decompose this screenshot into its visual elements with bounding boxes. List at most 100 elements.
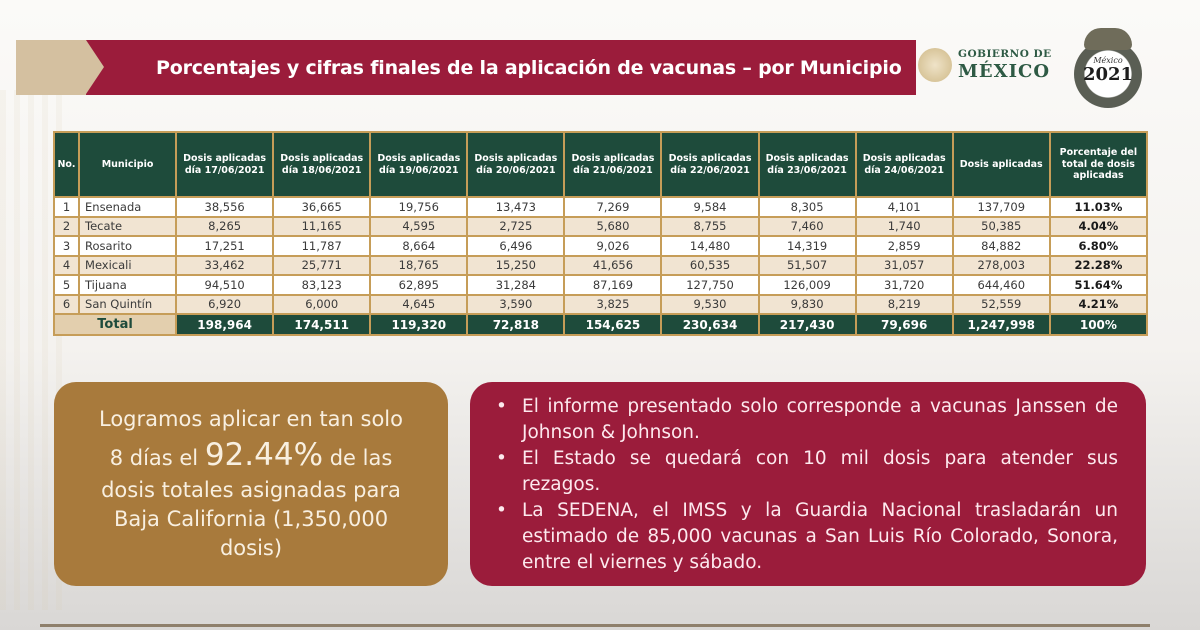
page-title: Porcentajes y cifras finales de la aplic… xyxy=(156,56,902,79)
cell-percentage: 51.64% xyxy=(1048,274,1149,296)
note-text: El Estado se quedará con 10 mil dosis pa… xyxy=(522,448,1118,495)
cell-number: 6 xyxy=(52,293,81,315)
banner-accent xyxy=(16,40,86,95)
notes-box: • El informe presentado solo corresponde … xyxy=(470,382,1146,586)
table-row: 1 Ensenada 38,556 36,665 19,756 13,473 7,269 9,… xyxy=(52,196,1149,218)
cell-daily-doses: 13,473 xyxy=(466,196,566,218)
total-cell: 79,696 xyxy=(854,313,954,336)
header-day-19: Dosis aplicadas día 19/06/2021 xyxy=(369,131,469,198)
total-cell: 230,634 xyxy=(660,313,760,336)
notes-list: • El informe presentado solo corresponde … xyxy=(490,394,1118,576)
banner-body: Porcentajes y cifras finales de la aplic… xyxy=(86,40,916,95)
cell-municipio: Mexicali xyxy=(78,254,178,276)
note-item: • El informe presentado solo corresponde … xyxy=(490,394,1118,446)
cell-daily-doses: 3,590 xyxy=(466,293,566,315)
cell-total-doses: 137,709 xyxy=(951,196,1051,218)
header-percentage: Porcentaje del total de dosis aplicadas xyxy=(1048,131,1149,198)
cell-daily-doses: 33,462 xyxy=(175,254,275,276)
emblem-subtitle: México xyxy=(1093,56,1123,65)
cell-daily-doses: 4,101 xyxy=(854,196,954,218)
cell-daily-doses: 5,680 xyxy=(563,215,663,237)
cell-daily-doses: 11,787 xyxy=(272,235,372,257)
table-row: 6 San Quintín 6,920 6,000 4,645 3,590 3,825 9,5… xyxy=(52,293,1149,315)
cell-daily-doses: 83,123 xyxy=(272,274,372,296)
table-row: 2 Tecate 8,265 11,165 4,595 2,725 5,680 8,755 7,… xyxy=(52,215,1149,237)
cell-percentage: 22.28% xyxy=(1048,254,1149,276)
cell-daily-doses: 1,740 xyxy=(854,215,954,237)
cell-number: 3 xyxy=(52,235,81,257)
cell-total-doses: 52,559 xyxy=(951,293,1051,315)
header-day-17: Dosis aplicadas día 17/06/2021 xyxy=(175,131,275,198)
cell-daily-doses: 8,265 xyxy=(175,215,275,237)
cell-daily-doses: 62,895 xyxy=(369,274,469,296)
footer-divider xyxy=(40,624,1150,627)
cell-daily-doses: 8,755 xyxy=(660,215,760,237)
cell-daily-doses: 8,305 xyxy=(757,196,857,218)
cell-number: 2 xyxy=(52,215,81,237)
bullet-icon: • xyxy=(496,500,507,521)
cell-daily-doses: 51,507 xyxy=(757,254,857,276)
mexico-2021-emblem: México 2021 xyxy=(1074,28,1144,108)
note-text: La SEDENA, el IMSS y la Guardia Nacional… xyxy=(522,500,1118,573)
bullet-icon: • xyxy=(496,448,507,469)
summary-line-4: Baja California (1,350,000 xyxy=(113,507,389,532)
cell-daily-doses: 2,859 xyxy=(854,235,954,257)
summary-line-5: dosis) xyxy=(219,536,283,561)
total-cell: 72,818 xyxy=(466,313,566,336)
cell-daily-doses: 25,771 xyxy=(272,254,372,276)
cell-number: 1 xyxy=(52,196,81,218)
cell-daily-doses: 87,169 xyxy=(563,274,663,296)
logo-text-big: MÉXICO xyxy=(958,60,1051,82)
summary-text: Logramos aplicar en tan solo 8 días el 9… xyxy=(99,405,403,564)
serpent-ring-icon xyxy=(1074,40,1142,108)
cell-daily-doses: 94,510 xyxy=(175,274,275,296)
cell-daily-doses: 7,460 xyxy=(757,215,857,237)
cell-daily-doses: 14,319 xyxy=(757,235,857,257)
cell-daily-doses: 126,009 xyxy=(757,274,857,296)
summary-line-2-pre: 8 días el xyxy=(109,445,205,470)
total-cell: 174,511 xyxy=(272,313,372,336)
header-day-22: Dosis aplicadas día 22/06/2021 xyxy=(660,131,760,198)
summary-line-1: Logramos aplicar en tan solo xyxy=(99,406,403,431)
cell-number: 4 xyxy=(52,254,81,276)
table-total-row: Total 198,964 174,511 119,320 72,818 154,625 2… xyxy=(52,313,1149,336)
cell-percentage: 11.03% xyxy=(1048,196,1149,218)
cell-daily-doses: 11,165 xyxy=(272,215,372,237)
note-text: El informe presentado solo corresponde a… xyxy=(522,396,1118,443)
cell-number: 5 xyxy=(52,274,81,296)
cell-daily-doses: 3,825 xyxy=(563,293,663,315)
cell-percentage: 4.04% xyxy=(1048,215,1149,237)
note-item: • El Estado se quedará con 10 mil dosis p… xyxy=(490,446,1118,498)
summary-line-2-post: de las xyxy=(323,445,393,470)
emblem-year: 2021 xyxy=(1082,64,1134,85)
cell-daily-doses: 9,584 xyxy=(660,196,760,218)
cell-daily-doses: 18,765 xyxy=(369,254,469,276)
header-day-21: Dosis aplicadas día 21/06/2021 xyxy=(563,131,663,198)
cell-daily-doses: 38,556 xyxy=(175,196,275,218)
note-item: • La SEDENA, el IMSS y la Guardia Naciona… xyxy=(490,498,1118,576)
cell-municipio: Ensenada xyxy=(78,196,178,218)
cell-daily-doses: 9,830 xyxy=(757,293,857,315)
table-header-row: No. Municipio Dosis aplicadas día 17/06/… xyxy=(52,131,1149,198)
cell-percentage: 4.21% xyxy=(1048,293,1149,315)
cell-municipio: Rosarito xyxy=(78,235,178,257)
cell-daily-doses: 14,480 xyxy=(660,235,760,257)
cell-municipio: San Quintín xyxy=(78,293,178,315)
total-cell: 119,320 xyxy=(369,313,469,336)
cell-municipio: Tecate xyxy=(78,215,178,237)
cell-daily-doses: 6,920 xyxy=(175,293,275,315)
cell-daily-doses: 15,250 xyxy=(466,254,566,276)
cell-daily-doses: 60,535 xyxy=(660,254,760,276)
total-cell: 1,247,998 xyxy=(951,313,1051,336)
total-label: Total xyxy=(52,313,178,336)
cell-daily-doses: 31,284 xyxy=(466,274,566,296)
summary-percentage: 92.44% xyxy=(204,436,324,473)
header-total-doses: Dosis aplicadas xyxy=(951,131,1051,198)
summary-box: Logramos aplicar en tan solo 8 días el 9… xyxy=(54,382,448,586)
header-day-20: Dosis aplicadas día 20/06/2021 xyxy=(466,131,566,198)
cell-daily-doses: 6,496 xyxy=(466,235,566,257)
cell-total-doses: 644,460 xyxy=(951,274,1051,296)
header-day-24: Dosis aplicadas día 24/06/2021 xyxy=(854,131,954,198)
header-municipio: Municipio xyxy=(78,131,178,198)
total-cell: 154,625 xyxy=(563,313,663,336)
